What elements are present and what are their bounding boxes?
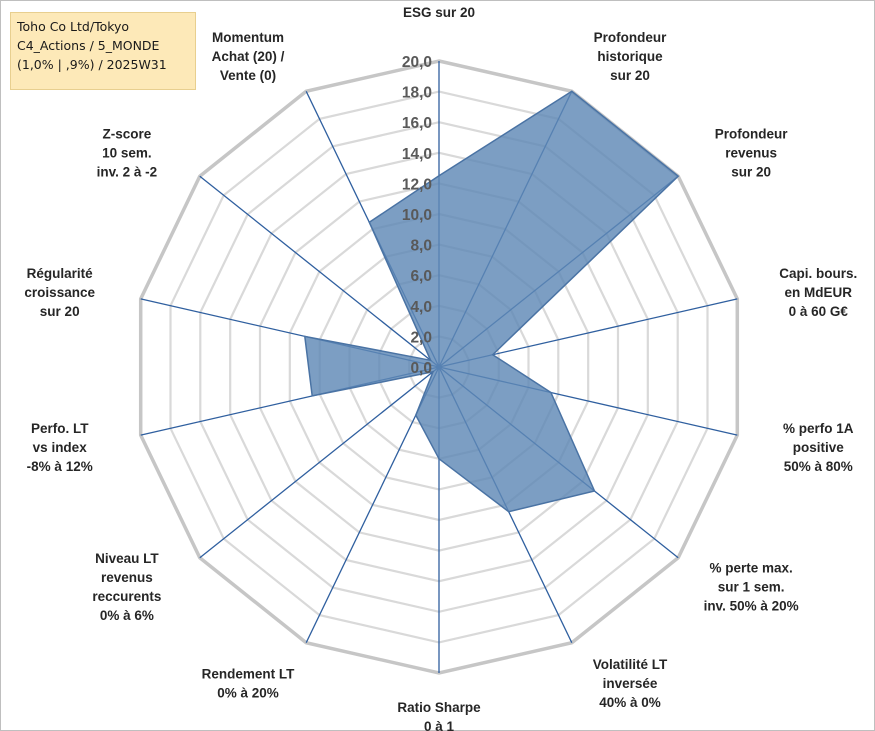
data-point-8: [414, 413, 418, 417]
data-point-0: [437, 174, 441, 178]
axis-label-line: 0 à 1: [424, 719, 455, 731]
axis-label-line: sur 1 sem.: [718, 580, 785, 595]
axis-label-line: Volatilité LT: [593, 657, 668, 672]
axis-label-line: croissance: [24, 285, 95, 300]
axis-label-line: vs index: [33, 440, 88, 455]
axis-label-11: Régularité croissance sur 20: [24, 266, 95, 319]
radar-axis-labels: Note ESG sur 20 Profondeur historique sur 20…: [24, 0, 857, 731]
tick-label: 10,0: [402, 207, 432, 224]
axis-label-line: 0% à 6%: [100, 608, 154, 623]
tick-label: 12,0: [402, 176, 432, 193]
axis-label-line: historique: [597, 49, 663, 64]
header-line-3: (1,0% | ,9%) / 2025W31: [17, 57, 167, 72]
tick-label: 8,0: [410, 238, 432, 255]
axis-label-line: Rendement LT: [202, 667, 296, 682]
data-point-4: [549, 391, 553, 395]
radar-tick-labels: 0,0 2,0 4,0 6,0 8,0 10,0 12,0 14,0 16,0 18,0 20,0: [402, 54, 432, 377]
axis-label-8: Rendement LT 0% à 20%: [202, 667, 296, 701]
axis-label-10: Perfo. LT vs index -8% à 12%: [27, 421, 93, 474]
axis-label-5: % perte max. sur 1 sem. inv. 50% à 20%: [704, 561, 799, 614]
data-point-10: [310, 394, 314, 398]
tick-label: 6,0: [410, 268, 432, 285]
axis-label-line: sur 20: [610, 68, 650, 83]
header-line-2: C4_Actions / 5_MONDE: [17, 38, 160, 53]
tick-label: 0,0: [410, 360, 432, 377]
data-point-13: [367, 220, 371, 224]
axis-label-line: ESG sur 20: [403, 5, 475, 20]
axis-label-line: Note: [424, 0, 454, 1]
axis-label-6: Volatilité LT inversée 40% à 0%: [593, 657, 668, 710]
axis-label-line: Profondeur: [594, 30, 667, 45]
axis-label-line: 10 sem.: [102, 146, 152, 161]
data-series-area: [303, 90, 680, 513]
axis-label-line: Capi. bours.: [779, 266, 857, 281]
axis-label-line: sur 20: [731, 165, 771, 180]
axis-label-line: Z-score: [103, 127, 152, 142]
axis-label-4: % perfo 1A positive 50% à 80%: [783, 421, 854, 474]
axis-label-0: Note ESG sur 20: [403, 0, 475, 20]
axis-label-line: revenus: [725, 146, 777, 161]
axis-label-7: Ratio Sharpe 0 à 1: [397, 700, 481, 731]
tick-label: 2,0: [410, 329, 432, 346]
data-point-11: [303, 334, 307, 338]
axis-label-line: -8% à 12%: [27, 459, 93, 474]
tick-label: 20,0: [402, 54, 432, 71]
axis-label-line: inv. 50% à 20%: [704, 599, 799, 614]
axis-label-line: inv. 2 à -2: [97, 165, 158, 180]
axis-label-2: Profondeur revenus sur 20: [715, 127, 788, 180]
header-line-1: Toho Co Ltd/Tokyo: [17, 19, 130, 34]
axis-label-1: Profondeur historique sur 20: [594, 30, 667, 83]
axis-label-line: Profondeur: [715, 127, 788, 142]
axis-label-line: Momentum: [212, 30, 284, 45]
axis-label-line: 0% à 20%: [217, 686, 279, 701]
axis-label-line: Achat (20) /: [212, 49, 285, 64]
tick-label: 4,0: [410, 299, 432, 316]
tick-label: 14,0: [402, 146, 432, 163]
axis-label-line: Perfo. LT: [31, 421, 89, 436]
axis-label-line: reccurents: [92, 589, 161, 604]
tick-label: 16,0: [402, 115, 432, 132]
data-point-7: [437, 457, 441, 461]
axis-label-line: 50% à 80%: [784, 459, 853, 474]
axis-spoke-9: [199, 366, 440, 559]
axis-label-line: inversée: [603, 676, 658, 691]
axis-label-9: Niveau LT revenus reccurents 0% à 6%: [92, 551, 161, 623]
data-point-2: [676, 174, 680, 178]
data-point-6: [507, 510, 511, 514]
tick-label: 18,0: [402, 85, 432, 102]
axis-label-line: Vente (0): [220, 68, 276, 83]
axis-label-line: sur 20: [40, 304, 80, 319]
axis-label-3: Capi. bours. en MdEUR 0 à 60 G€: [779, 266, 857, 319]
axis-spoke-12: [199, 175, 440, 368]
data-point-3: [491, 353, 495, 357]
axis-label-line: 0 à 60 G€: [789, 304, 849, 319]
axis-label-12: Z-score 10 sem. inv. 2 à -2: [97, 127, 158, 180]
axis-label-13: Momentum Achat (20) / Vente (0): [212, 30, 285, 83]
axis-label-line: % perte max.: [709, 561, 792, 576]
axis-label-line: Régularité: [27, 266, 94, 281]
radar-data: [303, 89, 680, 514]
chart-header: Toho Co Ltd/Tokyo C4_Actions / 5_MONDE (…: [10, 12, 196, 90]
data-point-1: [570, 89, 574, 93]
axis-label-line: en MdEUR: [785, 285, 853, 300]
axis-label-line: positive: [793, 440, 845, 455]
axis-label-line: Niveau LT: [95, 551, 159, 566]
axis-label-line: Ratio Sharpe: [397, 700, 481, 715]
axis-label-line: 40% à 0%: [599, 695, 661, 710]
axis-label-line: % perfo 1A: [783, 421, 854, 436]
axis-label-line: revenus: [101, 570, 153, 585]
data-point-5: [593, 489, 597, 493]
